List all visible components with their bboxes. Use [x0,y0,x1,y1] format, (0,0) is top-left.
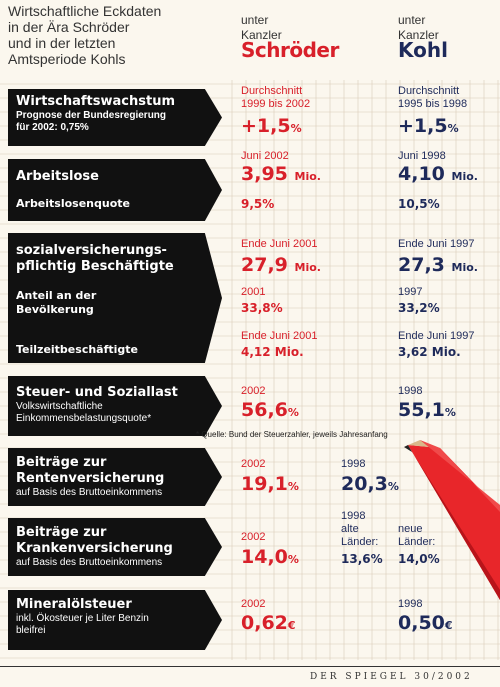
arrow-arbeitslose: Arbeitslose Arbeitslosenquote [8,159,222,221]
schroeder-value: 0,62€ [241,612,296,634]
kohl-period: Durchschnitt 1995 bis 1998 [398,85,468,110]
arrow-wachstum: Wirtschaftswachstum Prognose der Bundesr… [8,89,222,146]
kohl-period: Juni 1998 [398,150,446,162]
schroeder-value: 4,12 Mio. [241,345,304,359]
schroeder-value: 27,9 Mio. [241,254,321,276]
kohl-name: Kohl [398,38,448,62]
schroeder-value: +1,5% [241,115,302,137]
arrow-kranken: Beiträge zur Krankenversicherung auf Bas… [8,518,222,576]
kohl-value: +1,5% [398,115,459,137]
arrow-mineraloel: Mineralölsteuer inkl. Ökosteuer je Liter… [8,590,222,650]
kohl-value: 3,62 Mio. [398,345,461,359]
kohl-value: 13,6% [341,552,383,566]
row-label: Wirtschaftswachstum [16,94,175,109]
kohl-header: unter Kanzler Kohl [398,13,448,62]
schroeder-period: Juni 2002 [241,150,289,162]
schroeder-header: unter Kanzler Schröder [241,13,339,62]
arrow-beschaeftigte: sozialversicherungs- pflichtig Beschäfti… [8,233,222,363]
schroeder-value: 14,0% [241,546,299,568]
schroeder-name: Schröder [241,38,339,62]
page-title: Wirtschaftliche Eckdaten in der Ära Schr… [8,3,162,67]
kohl-value: 4,10 Mio. [398,163,478,185]
arrow-steuer: Steuer- und Soziallast Volkswirtschaftli… [8,376,222,436]
kohl-value: 55,1% [398,399,456,421]
kohl-neue: neue Länder: [398,523,436,548]
schroeder-value: 33,8% [241,301,283,315]
kohl-value: 20,3% [341,473,399,495]
arrow-rente: Beiträge zur Rentenversicherung auf Basi… [8,448,222,506]
footer-source: DER SPIEGEL 30/2002 [310,672,473,682]
kohl-value: 14,0% [398,552,440,566]
kohl-value: 10,5% [398,197,440,211]
schroeder-value: 56,6% [241,399,299,421]
schroeder-value: 9,5% [241,197,275,211]
kohl-alte: alte Länder: [341,523,379,548]
schroeder-period: Durchschnitt 1999 bis 2002 [241,85,311,110]
kohl-value: 0,50€ [398,612,453,634]
footer-divider [0,666,500,667]
footnote: * Quelle: Bund der Steuerzahler, jeweils… [196,430,388,439]
kohl-value: 27,3 Mio. [398,254,478,276]
schroeder-value: 3,95 Mio. [241,163,321,185]
schroeder-value: 19,1% [241,473,299,495]
kohl-value: 33,2% [398,301,440,315]
